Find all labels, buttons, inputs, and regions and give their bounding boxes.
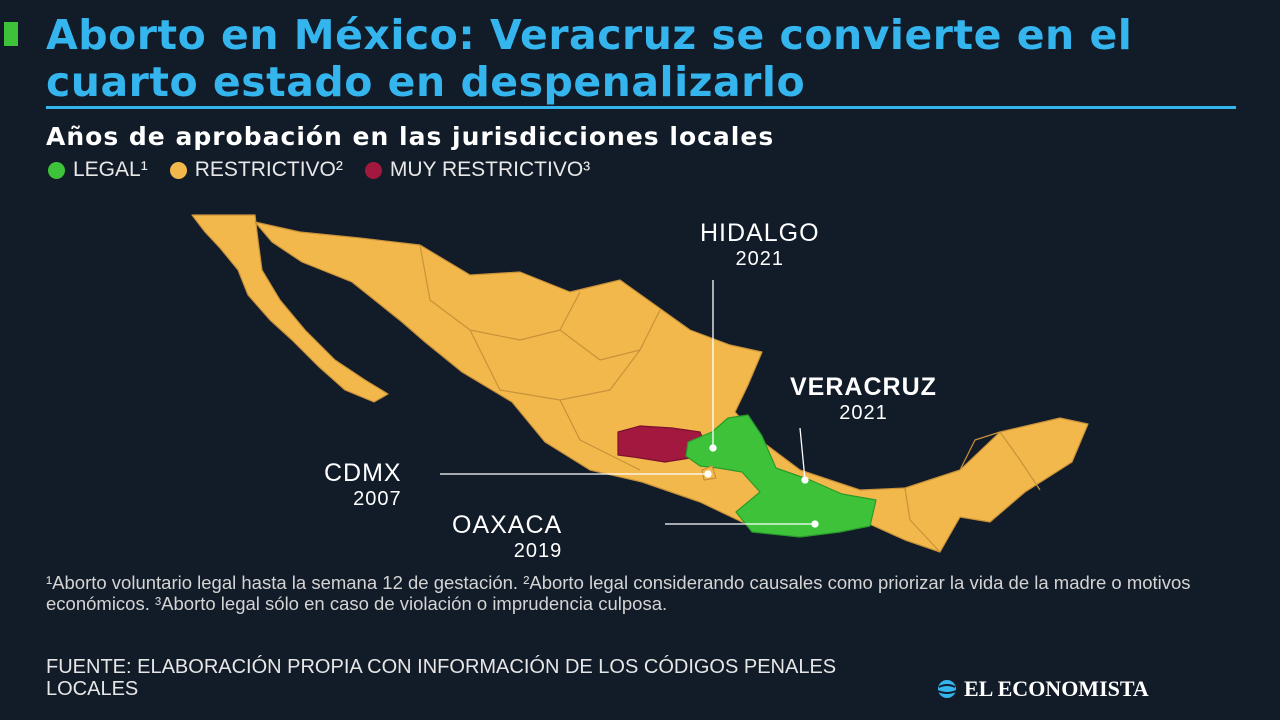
legend-swatch xyxy=(364,161,382,179)
globe-icon xyxy=(937,680,957,698)
state-border xyxy=(959,431,1041,491)
state-year: 2007 xyxy=(353,488,402,510)
region-legal-hidalgo-veracruz xyxy=(685,414,877,538)
veracruz-marker xyxy=(801,476,809,484)
state-name: OAXACA xyxy=(452,511,563,539)
legend-label: RESTRICTIVO² xyxy=(194,158,343,181)
legend-swatch xyxy=(48,161,65,179)
footnotes: ¹Aborto voluntario legal hasta la semana… xyxy=(46,572,1191,614)
map-subtitle: Años de aprobación en las jurisdicciones… xyxy=(46,122,775,151)
oaxaca-marker xyxy=(811,520,819,528)
label-veracruz: VERACRUZ 2021 xyxy=(790,374,937,426)
state-name: CDMX xyxy=(324,459,402,487)
label-hidalgo: HIDALGO 2021 xyxy=(700,220,820,272)
source-note: FUENTE: ELABORACIÓN PROPIA CON INFORMACI… xyxy=(46,656,837,700)
legend-label: MUY RESTRICTIVO³ xyxy=(389,158,591,181)
label-cdmx: CDMX 2007 xyxy=(324,460,402,512)
state-year: 2019 xyxy=(513,540,563,562)
legend-label: LEGAL¹ xyxy=(73,158,148,181)
legend-item-restrictivo: RESTRICTIVO² xyxy=(169,158,343,182)
title-divider xyxy=(46,106,1236,109)
veracruz-leader-line xyxy=(799,427,806,481)
legend-item-legal: LEGAL¹ xyxy=(48,158,148,182)
el-economista-logo: EL ECONOMISTA xyxy=(934,676,1149,702)
state-border xyxy=(559,399,641,471)
state-name: HIDALGO xyxy=(700,219,820,247)
state-name: VERACRUZ xyxy=(790,373,937,401)
page-title: Aborto en México: Veracruz se convierte … xyxy=(46,11,1133,106)
legend: LEGAL¹ RESTRICTIVO² MUY RESTRICTIVO³ xyxy=(48,158,590,182)
label-oaxaca: OAXACA 2019 xyxy=(452,512,562,564)
title-accent-bar xyxy=(4,22,18,46)
state-border xyxy=(904,487,941,553)
state-border xyxy=(419,244,581,341)
legend-item-muy-restrictivo: MUY RESTRICTIVO³ xyxy=(364,158,591,182)
region-mainland-restrictivo xyxy=(254,221,1089,553)
legend-swatch xyxy=(169,161,187,179)
state-year: 2021 xyxy=(839,402,888,424)
logo-text: EL ECONOMISTA xyxy=(964,676,1149,701)
state-year: 2021 xyxy=(735,248,785,270)
cdmx-marker xyxy=(704,470,712,478)
state-border xyxy=(559,309,661,361)
hidalgo-marker xyxy=(709,444,717,452)
region-baja-california xyxy=(191,214,389,403)
